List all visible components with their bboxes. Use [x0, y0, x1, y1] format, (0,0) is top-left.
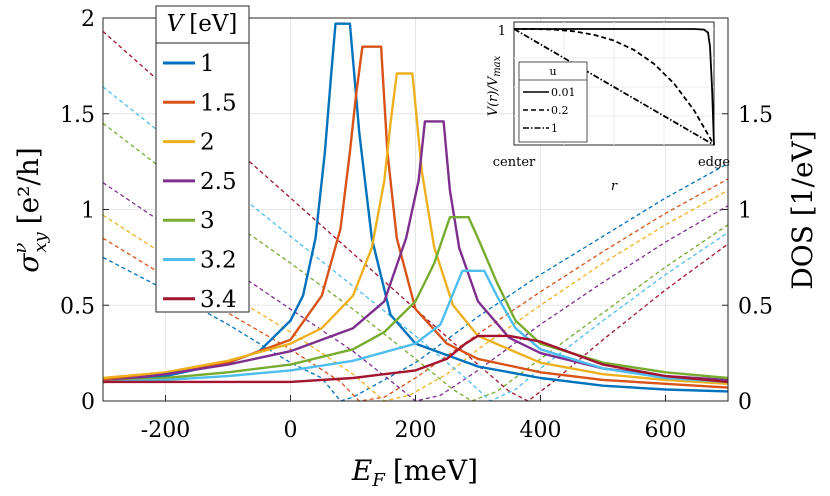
legend-label-1: 1	[200, 51, 215, 77]
y-right-axis-label: DOS [1/eV]	[786, 130, 819, 289]
legend-label-3.2: 3.2	[200, 248, 237, 274]
sigma-series-group	[102, 22, 729, 393]
inset-ytick-1: 1	[498, 24, 506, 39]
inset-y-label-main: V(r)/V	[486, 75, 501, 116]
x-label-symbol: E	[351, 454, 372, 487]
inset-legend-title: u	[549, 65, 556, 78]
sigma-line-3.2	[102, 269, 729, 384]
y-right-axis-ticks: 0 0.5 1 1.5	[722, 103, 773, 415]
x-axis-label: EF [meV]	[351, 454, 478, 491]
sigma-line-1.5	[102, 45, 729, 389]
y-right-tick-label: 1	[738, 199, 752, 224]
x-label-subscript: F	[371, 470, 386, 491]
legend-label-3.4: 3.4	[200, 287, 237, 313]
inset-y-label: V(r)/Vmax	[486, 55, 503, 116]
legend-label-3: 3	[200, 208, 215, 234]
x-axis-ticks: -200 0 200 400 600	[141, 395, 687, 443]
y-right-tick-label: 1.5	[738, 103, 773, 128]
legend-label-2.5: 2.5	[200, 169, 237, 195]
dos-line-3.2	[102, 86, 729, 402]
y-left-tick-label: 0	[81, 390, 95, 415]
y-left-tick-label: 1.5	[60, 103, 95, 128]
y-left-label-subscript: xy	[30, 232, 51, 253]
dos-line-1	[102, 162, 729, 402]
inset-line-u-0.01	[514, 28, 715, 146]
inset-legend-box	[518, 61, 588, 143]
y-left-label-symbol: σ	[12, 253, 45, 273]
inset-legend-label-0.01: 0.01	[551, 86, 576, 99]
dos-line-1.5	[102, 178, 729, 402]
legend-title: V [eV]	[167, 11, 238, 37]
inset-xtick-edge: edge	[698, 155, 730, 170]
y-left-tick-label: 1	[81, 199, 95, 224]
x-tick-label: 0	[284, 418, 298, 443]
sigma-line-2	[102, 72, 729, 385]
y-left-label-unit: [e²/h]	[12, 147, 45, 224]
dos-line-3.4	[102, 30, 729, 402]
inset-series-group	[513, 28, 715, 146]
inset-legend-label-0.2: 0.2	[551, 104, 569, 117]
inset-legend-items: 0.01 0.2 1	[523, 86, 576, 135]
sigma-line-2.5	[102, 120, 729, 384]
inset-line-u-0.2	[514, 28, 715, 146]
legend-title-symbol: V	[167, 11, 186, 37]
inset-legend-label-1: 1	[551, 122, 558, 135]
y-right-tick-label: 0	[738, 390, 752, 415]
inset-x-label: r	[611, 179, 618, 194]
inset-plot: 1 center edge r V(r)/Vmax u 0.01 0.2 1	[486, 21, 730, 194]
y-left-tick-label: 2	[81, 7, 95, 32]
y-left-axis-label: σνxy [e²/h]	[10, 147, 51, 273]
inset-y-label-sub: max	[492, 55, 503, 76]
x-tick-label: 600	[645, 418, 687, 443]
legend-title-unit: [eV]	[189, 11, 237, 37]
legend-label-2: 2	[200, 130, 215, 156]
y-left-tick-label: 0.5	[60, 294, 95, 319]
x-tick-label: 400	[520, 418, 562, 443]
x-tick-label: 200	[395, 418, 437, 443]
legend: V [eV] 1 1.5 2 2.5 3 3.2 3.4	[155, 5, 250, 313]
y-right-tick-label: 0.5	[738, 294, 773, 319]
inset-line-u-1	[513, 28, 715, 146]
x-tick-label: -200	[141, 418, 190, 443]
inset-xtick-center: center	[493, 155, 536, 170]
legend-label-1.5: 1.5	[200, 90, 237, 116]
sigma-line-3.4	[103, 334, 729, 384]
sigma-line-1	[102, 22, 729, 393]
x-label-unit: [meV]	[393, 454, 478, 487]
y-left-label-superscript: ν	[10, 243, 31, 254]
y-left-axis-ticks: 0 0.5 1 1.5 2	[60, 7, 109, 415]
legend-items: 1 1.5 2 2.5 3 3.2 3.4	[163, 51, 237, 313]
